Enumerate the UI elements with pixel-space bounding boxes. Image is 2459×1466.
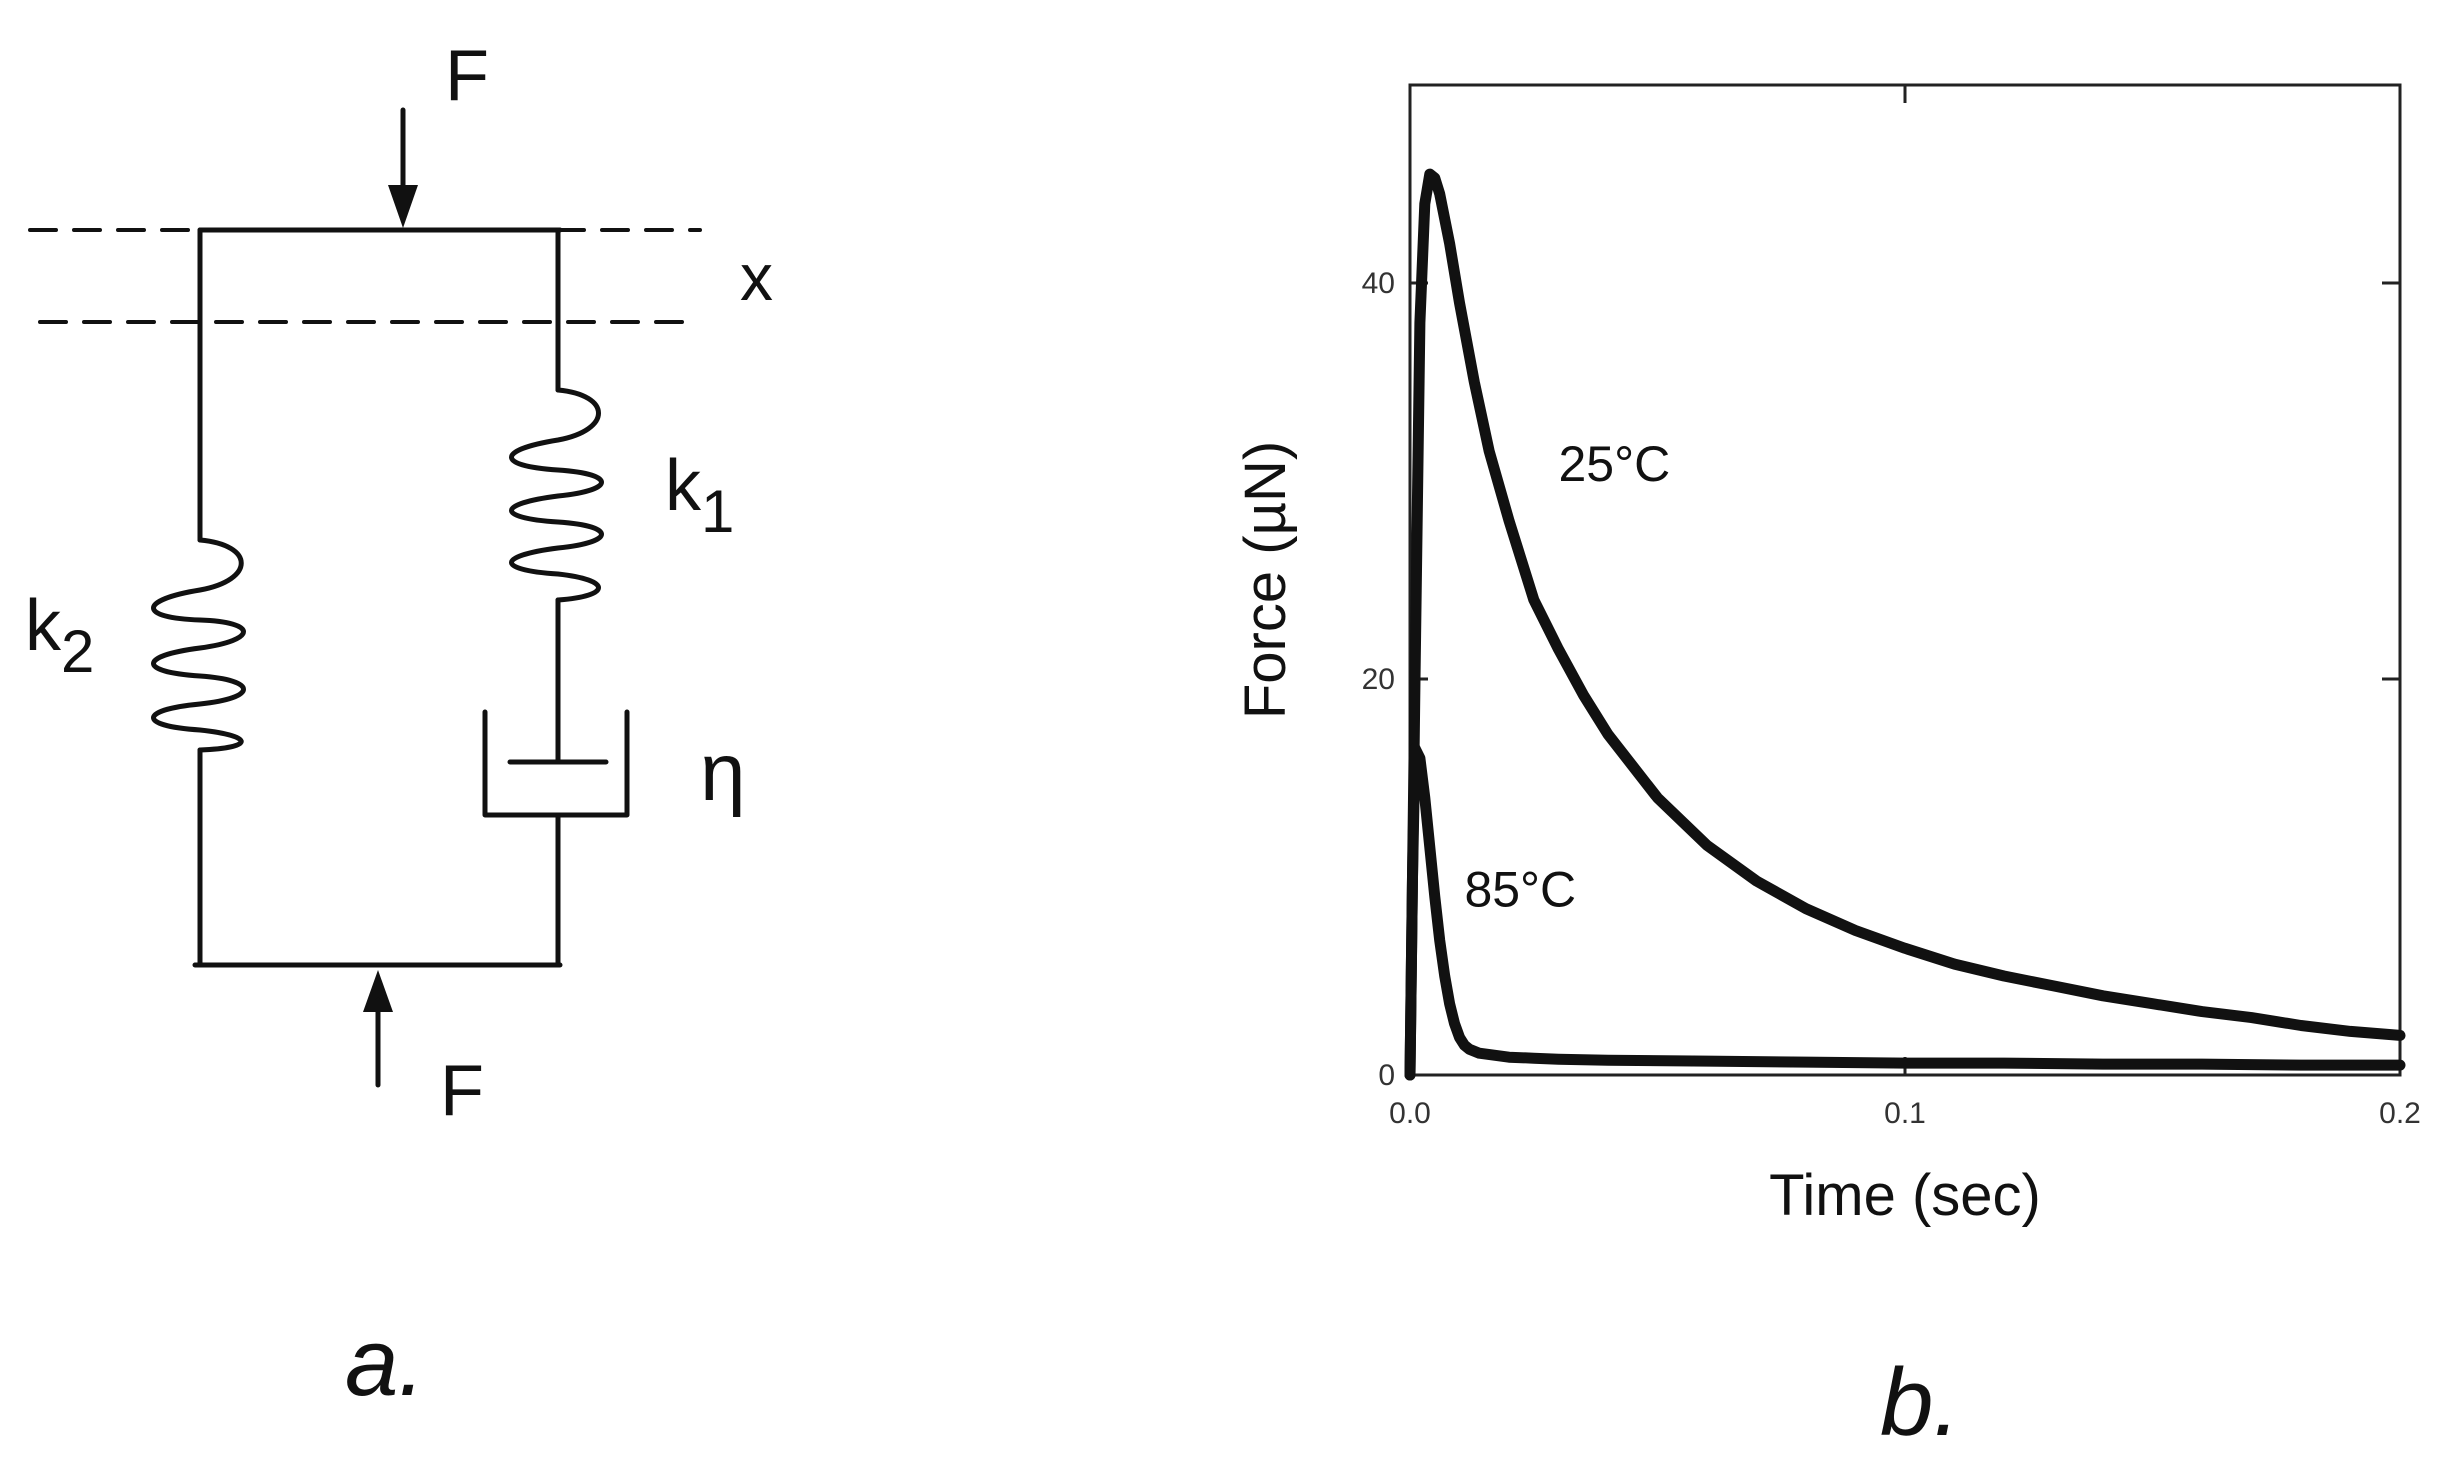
x-tick-label: 0.0 xyxy=(1389,1097,1431,1130)
force-time-chart: 0.0 0.1 0.2 0 20 40 25°C 85°C Time (sec) Force… xyxy=(1233,83,2421,1456)
series-annotation: 85°C xyxy=(1464,862,1576,918)
spring-dashpot-diagram xyxy=(28,107,702,1088)
x-axis-title: Time (sec) xyxy=(1769,1163,2041,1228)
panel-label-a: a. xyxy=(345,1309,425,1416)
y-tick-label: 40 xyxy=(1362,267,1395,300)
spring-k1-subscript: 1 xyxy=(701,478,734,545)
force-arrow-top-head xyxy=(388,185,418,228)
series-annotation: 25°C xyxy=(1559,436,1671,492)
spring-k1-icon xyxy=(509,387,604,603)
series-line-85c xyxy=(1404,742,2406,1081)
spring-k2-symbol: k xyxy=(25,586,62,666)
y-tick-label: 0 xyxy=(1378,1059,1395,1092)
axis-ticks: 0.0 0.1 0.2 0 20 40 xyxy=(1362,85,2421,1130)
force-label-bottom: F xyxy=(440,1051,484,1131)
force-arrow-bottom-head xyxy=(363,970,393,1012)
y-axis-title: Force (µN) xyxy=(1233,441,1298,719)
x-tick-label: 0.1 xyxy=(1884,1097,1926,1130)
series-layer xyxy=(1404,168,2406,1081)
spring-k2-icon xyxy=(151,537,246,753)
plot-frame xyxy=(1408,83,2402,1077)
annotation-layer: 25°C 85°C xyxy=(1464,436,1670,918)
force-label-top: F xyxy=(445,36,489,116)
dashpot-label: η xyxy=(700,727,746,818)
y-tick-label: 20 xyxy=(1362,663,1395,696)
spring-k2-label: k2 xyxy=(25,586,94,685)
spring-k2-subscript: 2 xyxy=(61,618,94,685)
spring-k1-label: k1 xyxy=(665,446,734,545)
displacement-label: x xyxy=(740,240,773,314)
spring-k1-symbol: k xyxy=(665,446,702,526)
x-tick-label: 0.2 xyxy=(2379,1097,2421,1130)
panel-label-b: b. xyxy=(1880,1349,1960,1456)
series-line-25c xyxy=(1404,168,2406,1081)
